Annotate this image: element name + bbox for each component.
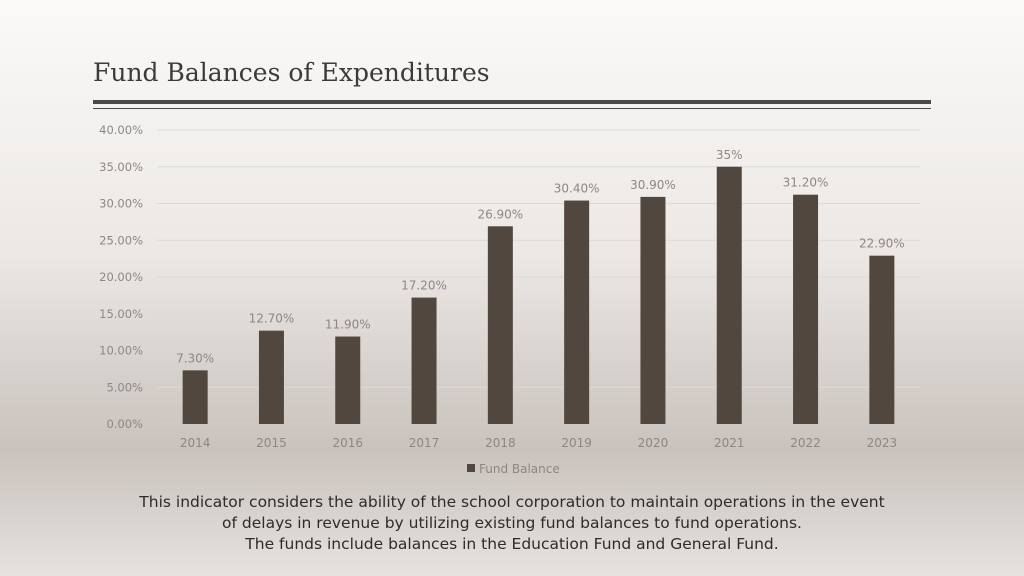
bar (640, 196, 666, 424)
y-tick-label: 40.00% (99, 123, 143, 137)
x-tick-label: 2014 (180, 436, 211, 450)
y-tick-label: 5.00% (106, 380, 143, 394)
data-label: 22.90% (859, 237, 905, 251)
bar (793, 194, 819, 424)
bar (258, 330, 284, 424)
x-tick-label: 2020 (638, 436, 669, 450)
y-tick-label: 25.00% (99, 233, 143, 247)
bar (716, 166, 742, 424)
y-tick-label: 35.00% (99, 160, 143, 174)
bar (411, 297, 437, 424)
caption-line-1: This indicator considers the ability of … (139, 493, 885, 511)
title-rule-thick (93, 100, 931, 104)
data-label: 11.90% (325, 318, 371, 332)
x-tick-label: 2022 (790, 436, 821, 450)
y-tick-label: 20.00% (99, 270, 143, 284)
x-tick-label: 2021 (714, 436, 745, 450)
x-tick-label: 2015 (256, 436, 287, 450)
bar (869, 255, 895, 424)
data-label: 26.90% (477, 207, 523, 221)
y-tick-label: 10.00% (99, 344, 143, 358)
caption-line-2: of delays in revenue by utilizing existi… (222, 514, 802, 532)
y-tick-label: 30.00% (99, 197, 143, 211)
bar (335, 336, 361, 424)
x-tick-label: 2023 (867, 436, 898, 450)
fund-balance-chart: 0.00% 5.00% 10.00% 15.00% 20.00% 25.00% 30.00%… (99, 123, 920, 476)
caption-line-3: The funds include balances in the Educat… (245, 535, 779, 553)
x-tick-label: 2018 (485, 436, 516, 450)
bar (182, 370, 208, 424)
slide-title: Fund Balances of Expenditures (93, 58, 490, 87)
caption: This indicator considers the ability of … (112, 492, 912, 555)
x-tick-label: 2016 (332, 436, 363, 450)
legend-label: Fund Balance (479, 462, 560, 476)
data-label: 17.20% (401, 279, 447, 293)
y-tick-label: 0.00% (106, 417, 143, 431)
data-label: 30.90% (630, 178, 676, 192)
data-label: 31.20% (783, 176, 829, 190)
data-label: 7.30% (176, 351, 214, 365)
data-label: 35% (716, 148, 743, 162)
x-tick-label: 2019 (561, 436, 592, 450)
legend-swatch (467, 464, 475, 472)
title-rule-thin (93, 108, 931, 109)
y-tick-label: 15.00% (99, 307, 143, 321)
bar (487, 226, 513, 424)
bar (564, 200, 590, 424)
data-label: 12.70% (249, 312, 295, 326)
data-label: 30.40% (554, 182, 600, 196)
x-tick-label: 2017 (409, 436, 440, 450)
